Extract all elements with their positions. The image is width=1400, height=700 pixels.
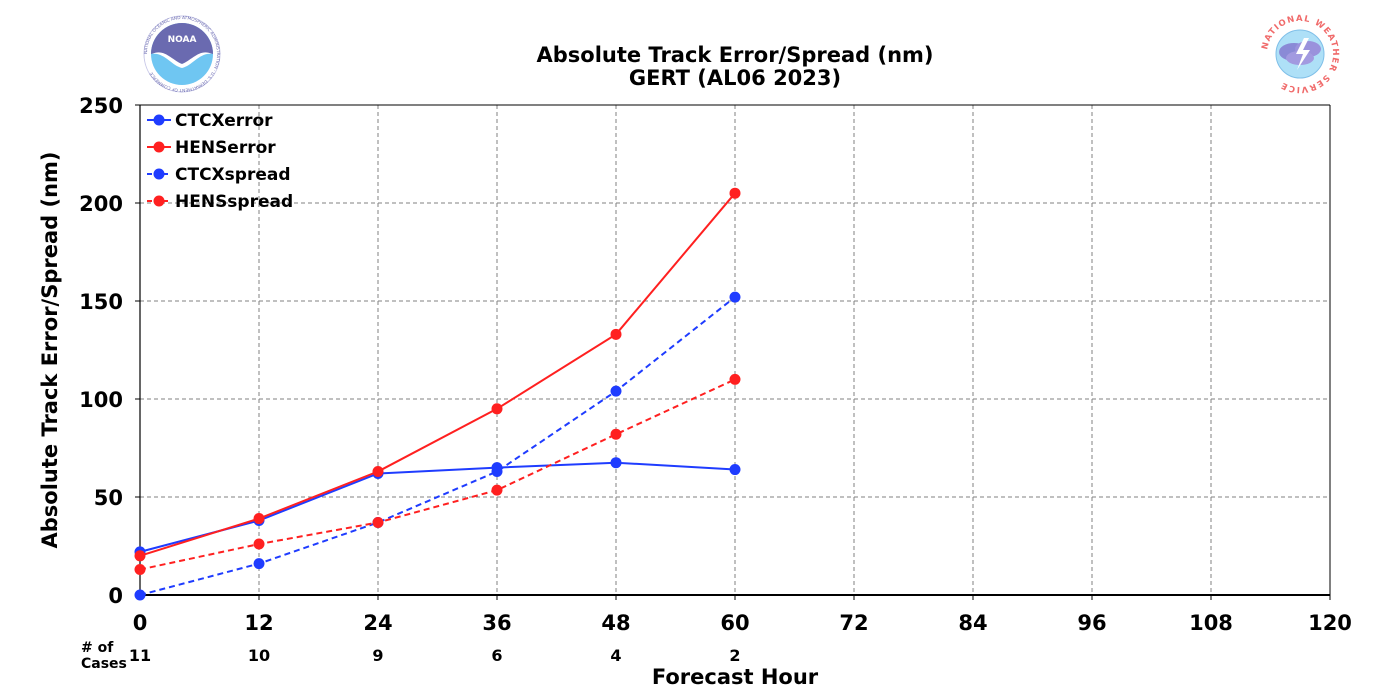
y-tick-label: 200 (79, 192, 123, 216)
legend: CTCXerror HENSerror CTCXspread HENSspread (147, 111, 293, 212)
nws-logo: NATIONAL WEATHER SERVICE (1260, 14, 1339, 94)
y-tick-label: 50 (94, 486, 123, 510)
data-point-HENSerror (372, 466, 384, 478)
data-point-HENSerror (134, 550, 146, 562)
data-point-HENSspread (491, 484, 503, 496)
x-tick-label: 12 (244, 611, 273, 635)
data-point-CTCXspread (253, 558, 265, 570)
y-tick-label: 0 (108, 584, 123, 608)
legend-label-HENSspread: HENSspread (175, 192, 293, 212)
data-point-CTCXerror (610, 457, 622, 469)
noaa-logo-text: NOAA (168, 35, 197, 45)
x-tick-label: 24 (363, 611, 392, 635)
x-tick-label: 60 (720, 611, 749, 635)
legend-marker-HENSerror (153, 141, 165, 153)
data-point-CTCXspread (491, 466, 503, 478)
x-tick-label: 36 (482, 611, 511, 635)
noaa-logo: NATIONAL OCEANIC AND ATMOSPHERIC ADMINIS… (143, 15, 221, 93)
data-point-CTCXspread (729, 291, 741, 303)
data-point-HENSspread (253, 538, 265, 550)
series-lines (134, 187, 741, 601)
series-line-CTCXspread (139, 296, 736, 596)
data-point-HENSerror (729, 187, 741, 199)
case-count: 2 (729, 646, 740, 665)
data-point-CTCXspread (134, 589, 146, 601)
series-line-HENSerror (139, 192, 736, 557)
grid (140, 105, 1330, 595)
data-point-HENSerror (610, 328, 622, 340)
y-axis-label: Absolute Track Error/Spread (nm) (38, 151, 62, 548)
x-tick-label: 0 (133, 611, 148, 635)
y-tick-label: 100 (79, 388, 123, 412)
data-point-HENSspread (729, 373, 741, 385)
data-point-HENSerror (253, 513, 265, 525)
chart-title: Absolute Track Error/Spread (nm) (536, 43, 933, 67)
legend-marker-CTCXspread (153, 168, 165, 180)
y-tick-label: 250 (79, 94, 123, 118)
data-point-HENSspread (610, 428, 622, 440)
legend-label-HENSerror: HENSerror (175, 138, 276, 158)
x-tick-label: 84 (958, 611, 987, 635)
data-point-HENSerror (491, 403, 503, 415)
legend-marker-HENSspread (153, 195, 165, 207)
x-axis-label: Forecast Hour (652, 665, 819, 689)
x-tick-label: 120 (1308, 611, 1352, 635)
case-count: 9 (372, 646, 383, 665)
case-count: 10 (248, 646, 270, 665)
x-tick-label: 108 (1189, 611, 1233, 635)
legend-label-CTCXerror: CTCXerror (175, 111, 273, 131)
series-line-HENSspread (139, 378, 736, 571)
cases-label: Cases (81, 656, 127, 672)
x-tick-label: 96 (1077, 611, 1106, 635)
cases-label: # of (81, 640, 114, 656)
legend-label-CTCXspread: CTCXspread (175, 165, 291, 185)
x-tick-label: 48 (601, 611, 630, 635)
data-point-HENSspread (372, 516, 384, 528)
y-tick-label: 150 (79, 290, 123, 314)
case-count: 4 (610, 646, 621, 665)
axes: 0 12 24 36 48 60 72 84 96 108 120 0 50 100 150 200 250 (79, 94, 1352, 635)
legend-marker-CTCXerror (153, 114, 165, 126)
x-tick-label: 72 (839, 611, 868, 635)
data-point-CTCXspread (610, 385, 622, 397)
case-count: 6 (491, 646, 502, 665)
case-count: 11 (129, 646, 151, 665)
chart-subtitle: GERT (AL06 2023) (629, 66, 841, 90)
data-point-HENSspread (134, 564, 146, 576)
data-point-CTCXerror (729, 464, 741, 476)
